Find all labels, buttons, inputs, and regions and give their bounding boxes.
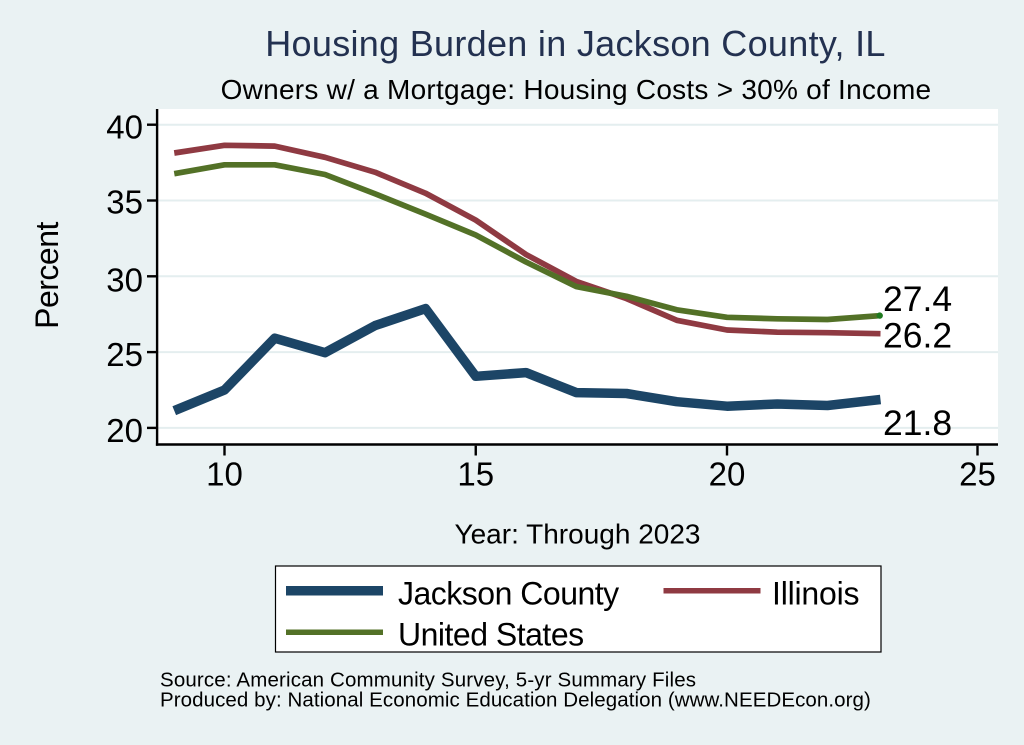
svg-text:25: 25 (106, 336, 143, 373)
svg-text:20: 20 (709, 456, 746, 493)
svg-text:27.4: 27.4 (883, 279, 952, 319)
svg-text:Year: Through 2023: Year: Through 2023 (455, 519, 701, 550)
svg-text:35: 35 (106, 184, 143, 221)
svg-text:15: 15 (457, 456, 494, 493)
svg-text:21.8: 21.8 (883, 403, 952, 443)
svg-text:Source: American Community Sur: Source: American Community Survey, 5-yr … (160, 669, 696, 692)
svg-text:Housing Burden in Jackson Coun: Housing Burden in Jackson County, IL (265, 23, 885, 64)
svg-text:Percent: Percent (29, 222, 65, 329)
svg-text:40: 40 (106, 108, 143, 145)
svg-text:Owners w/ a Mortgage: Housing: Owners w/ a Mortgage: Housing Costs > 30… (221, 74, 932, 105)
svg-text:Produced by: National Economic: Produced by: National Economic Education… (160, 689, 871, 712)
svg-text:20: 20 (106, 412, 143, 449)
svg-text:25: 25 (959, 456, 996, 493)
svg-text:United States: United States (398, 617, 584, 653)
svg-text:30: 30 (106, 262, 143, 299)
svg-text:26.2: 26.2 (883, 316, 952, 356)
svg-text:Jackson County: Jackson County (398, 575, 619, 611)
svg-text:Illinois: Illinois (772, 575, 859, 611)
svg-text:10: 10 (206, 456, 243, 493)
